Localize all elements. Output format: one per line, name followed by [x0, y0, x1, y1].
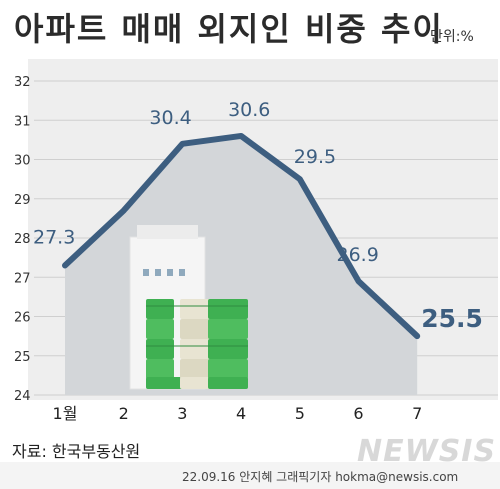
data-label: 26.9: [337, 244, 379, 266]
data-label: 30.6: [228, 99, 270, 121]
source-note: 자료: 한국부동산원: [12, 442, 141, 461]
x-tick-label: 4: [236, 404, 246, 423]
x-axis-ticks: 1월 2 3 4 5 6 7: [53, 404, 423, 423]
data-label: 30.4: [149, 107, 191, 129]
building-money-illustration: [129, 225, 248, 390]
data-label: 29.5: [294, 146, 336, 168]
credit-text: 22.09.16 안지혜 그래픽기자 hokma@newsis.com: [182, 470, 459, 484]
y-tick-label: 29: [14, 193, 31, 208]
y-tick-label: 32: [14, 75, 31, 90]
footer-bar: 22.09.16 안지혜 그래픽기자 hokma@newsis.com: [0, 462, 500, 489]
chart-title: 아파트 매매 외지인 비중 추이: [14, 10, 444, 48]
x-tick-label: 5: [295, 404, 305, 423]
x-tick-label: 1월: [53, 404, 78, 423]
y-tick-label: 24: [14, 389, 31, 404]
x-tick-label: 6: [353, 404, 363, 423]
x-tick-label: 7: [412, 404, 422, 423]
y-tick-label: 26: [14, 311, 31, 326]
unit-label: 단위:%: [430, 29, 474, 45]
data-label: 25.5: [421, 304, 483, 333]
x-tick-label: 3: [177, 404, 187, 423]
y-tick-label: 30: [14, 154, 31, 169]
y-tick-label: 31: [14, 114, 31, 129]
y-axis-ticks: 24 25 26 27 28 29 30 31 32: [14, 75, 31, 404]
x-tick-label: 2: [119, 404, 129, 423]
y-tick-label: 27: [14, 271, 31, 286]
y-tick-label: 25: [14, 350, 31, 365]
y-tick-label: 28: [14, 232, 31, 247]
series-line: [62, 132, 421, 340]
data-labels: 27.3 30.4 30.6 29.5 26.9 25.5: [33, 99, 483, 333]
data-label: 27.3: [33, 226, 75, 248]
